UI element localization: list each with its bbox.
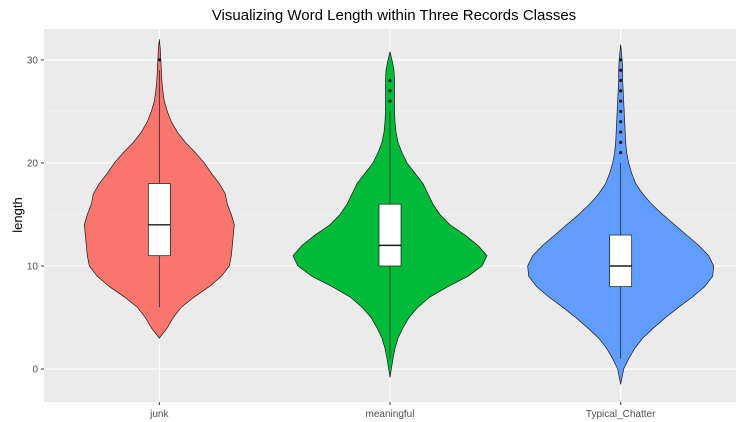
outlier-point (388, 89, 392, 93)
outlier-point (619, 151, 623, 155)
chart-title: Visualizing Word Length within Three Rec… (212, 7, 576, 24)
x-tick-label: junk (149, 409, 169, 420)
box-iqr (378, 203, 402, 267)
x-tick-label: meaningful (366, 409, 415, 420)
outlier-point (619, 89, 623, 93)
outlier-point (388, 99, 392, 103)
violins-layer (83, 39, 715, 385)
y-tick-label: 30 (27, 55, 39, 66)
y-tick-label: 0 (32, 365, 38, 376)
outlier-point (619, 109, 623, 114)
y-axis-label: length (10, 197, 25, 232)
outlier-point (388, 78, 392, 83)
axes-layer: 0 10 20 30 junk meaningful Typical_Chatter (27, 55, 656, 420)
outlier-point (619, 140, 623, 144)
outlier-point (157, 58, 161, 62)
y-tick-label: 10 (27, 261, 39, 272)
outlier-point (619, 68, 623, 72)
outlier-point (619, 99, 623, 103)
box-iqr (147, 183, 171, 257)
outlier-point (619, 130, 623, 134)
x-tick-label: Typical_Chatter (586, 409, 656, 420)
outlier-point (619, 78, 623, 83)
outlier-point (619, 58, 623, 62)
y-tick-label: 20 (27, 158, 39, 169)
outlier-point (619, 120, 623, 124)
box-iqr (609, 234, 633, 287)
